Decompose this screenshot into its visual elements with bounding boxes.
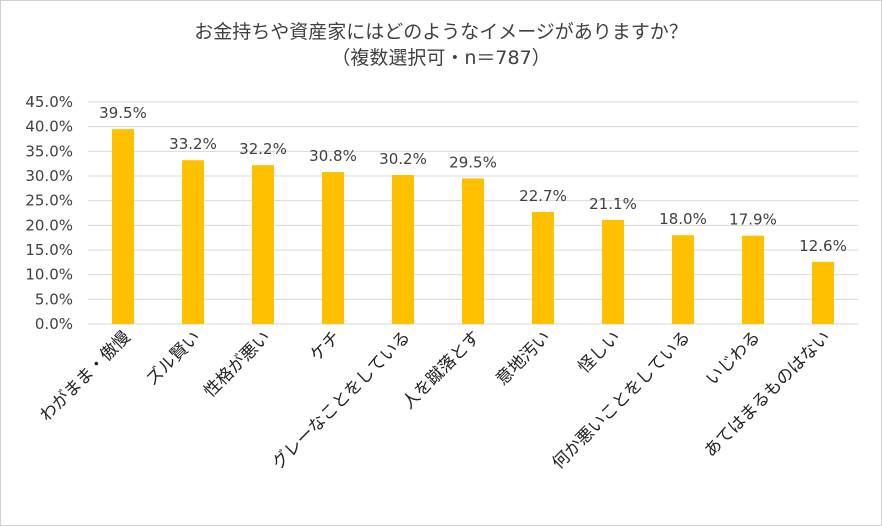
- bar: [392, 175, 414, 324]
- y-tick-label: 10.0%: [25, 266, 73, 284]
- data-label: 33.2%: [169, 135, 217, 153]
- x-axis: わがまま・傲慢 ズル賢い性格が悪い ケチグレーなことをしている人を蹴落とす 意地汚い怪…: [36, 327, 835, 474]
- category-label: わがまま・傲慢: [36, 327, 135, 426]
- data-labels: 39.5% 33.2% 32.2% 30.8% 30.2% 29.5% 22.7% 21.1%…: [99, 104, 847, 255]
- bar: [462, 178, 484, 324]
- data-label: 12.6%: [799, 237, 847, 255]
- data-label: 30.8%: [309, 147, 357, 165]
- category-label: ズル賢い: [142, 327, 204, 389]
- bar: [182, 160, 204, 324]
- y-tick-label: 30.0%: [25, 167, 73, 185]
- category-label: グレーなことをしている: [269, 327, 415, 473]
- bar: [252, 165, 274, 324]
- chart-title: お金持ちや資産家にはどのようなイメージがありますか？: [194, 21, 688, 43]
- category-label: 性格が悪い: [200, 327, 274, 401]
- y-tick-label: 25.0%: [25, 192, 73, 210]
- bar: [672, 235, 694, 324]
- category-label: ケチ: [306, 327, 344, 365]
- bar: [532, 212, 554, 324]
- data-label: 39.5%: [99, 104, 147, 122]
- bars: [112, 129, 834, 324]
- category-label: 何か悪いことをしている: [549, 327, 695, 473]
- data-label: 22.7%: [519, 187, 567, 205]
- bar: [812, 261, 834, 324]
- data-label: 18.0%: [659, 210, 707, 228]
- y-tick-label: 20.0%: [25, 216, 73, 234]
- data-label: 17.9%: [729, 211, 777, 229]
- data-label: 29.5%: [449, 153, 497, 171]
- data-label: 30.2%: [379, 150, 427, 168]
- bar: [322, 172, 344, 324]
- category-label: 意地汚い: [492, 327, 554, 389]
- chart-subtitle: （複数選択可・n＝787）: [331, 47, 551, 69]
- data-label: 21.1%: [589, 195, 637, 213]
- bar: [602, 219, 624, 324]
- y-tick-label: 40.0%: [25, 118, 73, 136]
- y-tick-label: 45.0%: [25, 93, 73, 111]
- data-label: 32.2%: [239, 140, 287, 158]
- y-axis: 0.0% 5.0% 10.0% 15.0% 20.0% 25.0% 30.0% 35.0% 40…: [25, 93, 73, 333]
- y-tick-label: 15.0%: [25, 241, 73, 259]
- category-label: いじわる: [702, 327, 764, 389]
- bar: [112, 129, 134, 324]
- y-tick-label: 35.0%: [25, 142, 73, 160]
- y-tick-label: 0.0%: [35, 315, 73, 333]
- category-label: 怪しい: [574, 327, 624, 377]
- bar: [742, 235, 764, 324]
- y-tick-label: 5.0%: [35, 290, 73, 308]
- category-label: あてはまるものはない: [701, 327, 835, 461]
